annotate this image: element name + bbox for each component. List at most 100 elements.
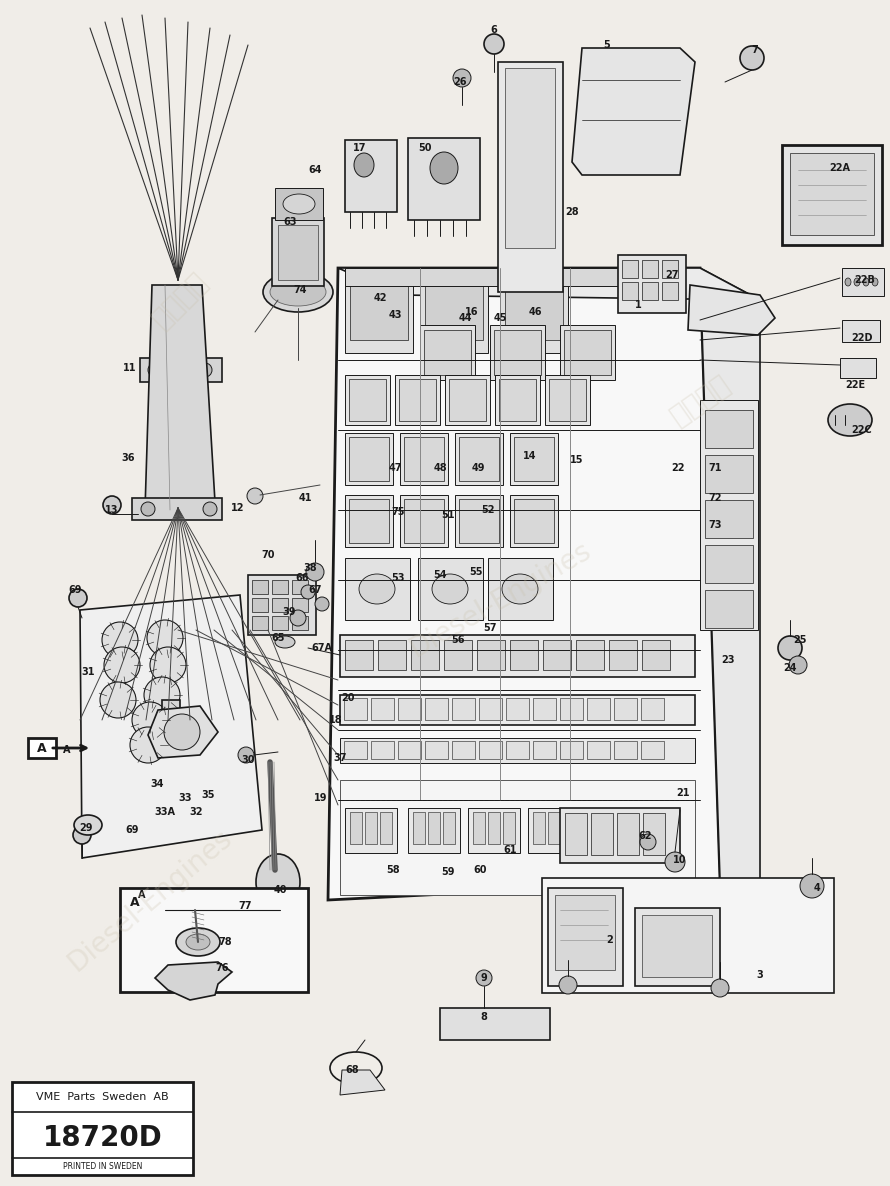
Text: 12: 12: [231, 503, 245, 514]
Bar: [533, 741, 556, 759]
Bar: [350, 812, 362, 844]
Bar: [12, 1082, 193, 1175]
Text: 51: 51: [441, 510, 455, 519]
Text: 23: 23: [721, 655, 735, 665]
Text: 35: 35: [201, 790, 214, 801]
Text: 41: 41: [298, 493, 312, 503]
Text: Diesel-Engines: Diesel-Engines: [404, 536, 595, 663]
Ellipse shape: [203, 502, 217, 516]
Text: A: A: [138, 890, 146, 900]
Bar: [617, 812, 639, 855]
Bar: [345, 140, 397, 212]
Bar: [564, 330, 611, 375]
Bar: [345, 495, 393, 547]
Bar: [782, 145, 882, 246]
Ellipse shape: [484, 34, 504, 55]
Text: 36: 36: [121, 453, 134, 463]
Bar: [614, 699, 637, 720]
Ellipse shape: [164, 714, 200, 750]
Text: 30: 30: [241, 755, 255, 765]
Text: 63: 63: [283, 217, 296, 227]
Bar: [400, 495, 448, 547]
Text: 69: 69: [69, 585, 82, 595]
Bar: [140, 358, 222, 382]
Bar: [635, 908, 720, 986]
Text: 24: 24: [783, 663, 797, 672]
Text: 70: 70: [262, 550, 275, 560]
Bar: [380, 812, 392, 844]
Bar: [408, 138, 480, 219]
Bar: [563, 812, 575, 844]
Bar: [560, 325, 615, 380]
Bar: [443, 812, 455, 844]
Ellipse shape: [176, 927, 220, 956]
Bar: [452, 741, 475, 759]
Text: A: A: [63, 745, 70, 755]
Text: 47: 47: [388, 463, 401, 473]
Text: 48: 48: [433, 463, 447, 473]
Text: 72: 72: [708, 493, 722, 503]
Text: 77: 77: [239, 901, 252, 911]
Bar: [398, 741, 421, 759]
Ellipse shape: [256, 854, 300, 910]
Text: 62: 62: [638, 831, 651, 841]
Text: 65: 65: [271, 633, 285, 643]
Text: 56: 56: [451, 635, 465, 645]
Text: A: A: [37, 741, 47, 754]
Bar: [622, 260, 638, 278]
Bar: [642, 260, 658, 278]
Bar: [425, 285, 483, 340]
Text: 68: 68: [345, 1065, 359, 1075]
Text: 37: 37: [333, 753, 347, 763]
Ellipse shape: [430, 152, 458, 184]
Bar: [514, 436, 554, 482]
Bar: [514, 499, 554, 543]
Bar: [120, 888, 308, 991]
Ellipse shape: [778, 636, 802, 659]
Text: 26: 26: [453, 77, 466, 87]
Text: 15: 15: [570, 455, 584, 465]
Bar: [365, 812, 377, 844]
Text: 13: 13: [105, 505, 118, 515]
Bar: [510, 433, 558, 485]
Bar: [445, 375, 490, 425]
Bar: [349, 436, 389, 482]
Bar: [272, 218, 324, 286]
Bar: [494, 330, 541, 375]
Ellipse shape: [73, 825, 91, 844]
Bar: [643, 812, 665, 855]
Bar: [449, 380, 486, 421]
Ellipse shape: [186, 935, 210, 950]
Text: 17: 17: [353, 144, 367, 153]
Text: 49: 49: [471, 463, 485, 473]
Text: 2: 2: [607, 935, 613, 945]
Text: 38: 38: [303, 563, 317, 573]
Bar: [587, 741, 610, 759]
Bar: [420, 325, 475, 380]
Text: 18720D: 18720D: [43, 1124, 162, 1152]
Text: 16: 16: [465, 307, 479, 317]
Ellipse shape: [306, 563, 324, 581]
Bar: [662, 260, 678, 278]
Bar: [371, 741, 394, 759]
Ellipse shape: [359, 574, 395, 604]
Ellipse shape: [132, 702, 168, 738]
Bar: [510, 495, 558, 547]
Ellipse shape: [103, 496, 121, 514]
Bar: [500, 275, 568, 353]
Text: 34: 34: [150, 779, 164, 789]
Bar: [292, 616, 308, 630]
Ellipse shape: [74, 815, 102, 835]
Polygon shape: [688, 285, 775, 334]
Bar: [420, 275, 488, 353]
Bar: [455, 495, 503, 547]
Text: 71: 71: [708, 463, 722, 473]
Bar: [642, 282, 658, 300]
Text: Diesel-Engines: Diesel-Engines: [62, 823, 238, 976]
Bar: [705, 500, 753, 538]
Text: 31: 31: [81, 667, 94, 677]
Bar: [840, 358, 876, 378]
Ellipse shape: [148, 363, 162, 377]
Bar: [545, 375, 590, 425]
Text: 28: 28: [565, 208, 578, 217]
